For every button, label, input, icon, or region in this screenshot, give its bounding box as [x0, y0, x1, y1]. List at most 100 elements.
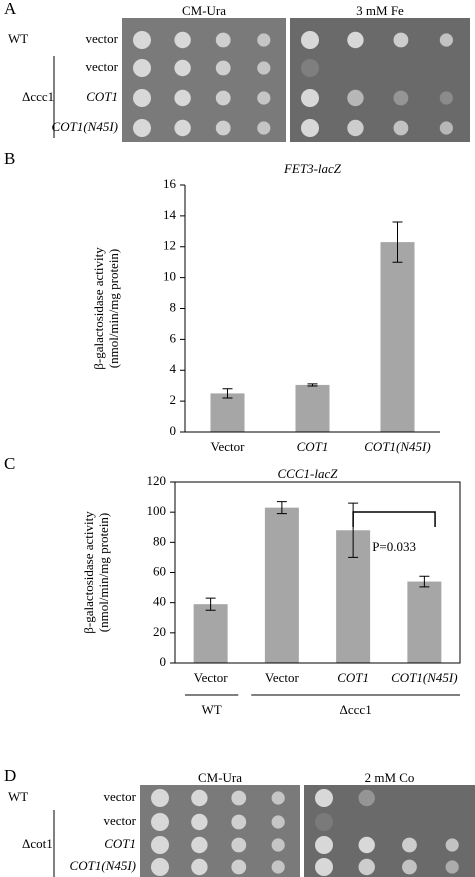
y-tick-label: 4 [170, 361, 177, 376]
spot [191, 858, 208, 876]
panel-label: C [4, 454, 15, 473]
spot [191, 789, 208, 807]
spot [347, 89, 364, 107]
significance-bracket [352, 511, 436, 527]
condition-label: 3 mM Fe [356, 3, 404, 18]
error-bar [276, 501, 287, 515]
error-bar [205, 597, 216, 611]
annotation: P=0.033 [372, 539, 416, 554]
spot [358, 858, 375, 876]
y-tick-label: 40 [153, 594, 166, 609]
y-tick-label: 20 [153, 624, 166, 639]
x-tick-label: Vector [211, 439, 246, 454]
spot [257, 121, 271, 135]
chart-title: CCC1-lacZ [278, 466, 339, 481]
row-label: COT1 [104, 836, 136, 851]
strain-label: Δccc1 [22, 89, 54, 104]
spot [231, 859, 247, 875]
y-tick-label: 8 [170, 299, 177, 314]
spot [174, 89, 191, 107]
y-tick-label: 120 [147, 473, 167, 488]
row-label: COT1(N45I) [52, 119, 118, 134]
error-bar [222, 388, 233, 399]
row-label: vector [86, 59, 119, 74]
spot [133, 31, 151, 49]
spot [133, 119, 151, 137]
spot [315, 836, 333, 854]
x-tick-label: Vector [265, 670, 300, 685]
row-label: COT1 [86, 89, 118, 104]
y-axis-label: (nmol/min/mg protein) [96, 513, 111, 633]
bar [210, 393, 245, 432]
spot [358, 836, 375, 854]
spot [151, 858, 169, 876]
x-tick-label: COT1 [337, 670, 369, 685]
spot [191, 813, 208, 831]
spot [271, 838, 285, 852]
y-axis-label: β-galactosidase activity [91, 247, 106, 370]
y-tick-label: 14 [163, 207, 177, 222]
spot [174, 31, 191, 49]
spot [445, 860, 459, 874]
y-tick-label: 0 [170, 423, 177, 438]
spot [315, 789, 333, 807]
spot [402, 859, 417, 875]
spot [301, 119, 319, 137]
y-tick-label: 80 [153, 533, 166, 548]
group-label: Δccc1 [340, 702, 372, 717]
spot [215, 60, 231, 76]
spot [402, 837, 417, 853]
strain-label: WT [8, 31, 28, 46]
error-bar [307, 383, 318, 387]
spot [347, 119, 364, 137]
row-label: COT1(N45I) [70, 858, 136, 873]
x-tick-label: Vector [194, 670, 229, 685]
spot [393, 120, 409, 136]
spot [301, 31, 319, 49]
chart-title: FET3-lacZ [283, 161, 342, 176]
bar [193, 604, 228, 663]
y-tick-label: 6 [170, 330, 177, 345]
spot [271, 791, 285, 805]
spot [133, 89, 151, 107]
y-axis-label: β-galactosidase activity [81, 511, 96, 634]
y-axis-label: (nmol/min/mg protein) [106, 249, 121, 369]
y-tick-label: 10 [163, 269, 176, 284]
error-bar [392, 221, 403, 263]
spot [151, 813, 169, 831]
spot [271, 860, 285, 874]
x-tick-label: COT1(N45I) [391, 670, 457, 685]
x-tick-label: COT1 [297, 439, 329, 454]
spot [231, 837, 247, 853]
y-tick-label: 16 [163, 176, 177, 191]
spot [215, 90, 231, 106]
spot [301, 89, 319, 107]
group-label: WT [202, 702, 222, 717]
panel-label: A [4, 0, 17, 18]
spot [231, 790, 247, 806]
spot [174, 59, 191, 77]
panel-label: B [4, 149, 15, 168]
spot [231, 814, 247, 830]
spot [257, 91, 271, 105]
spot [393, 90, 409, 106]
condition-label: CM-Ura [182, 3, 226, 18]
spot [191, 836, 208, 854]
condition-label: CM-Ura [198, 770, 242, 785]
spot [445, 838, 459, 852]
spot [151, 789, 169, 807]
spot [315, 813, 333, 831]
spot [257, 61, 271, 75]
spot [301, 59, 319, 77]
spot [347, 31, 364, 49]
y-tick-label: 60 [153, 563, 166, 578]
strain-label: WT [8, 789, 28, 804]
x-tick-label: COT1(N45I) [364, 439, 430, 454]
bar [264, 507, 299, 663]
spot [133, 59, 151, 77]
y-tick-label: 0 [160, 654, 167, 669]
condition-label: 2 mM Co [365, 770, 415, 785]
spot [174, 119, 191, 137]
spot [393, 32, 409, 48]
